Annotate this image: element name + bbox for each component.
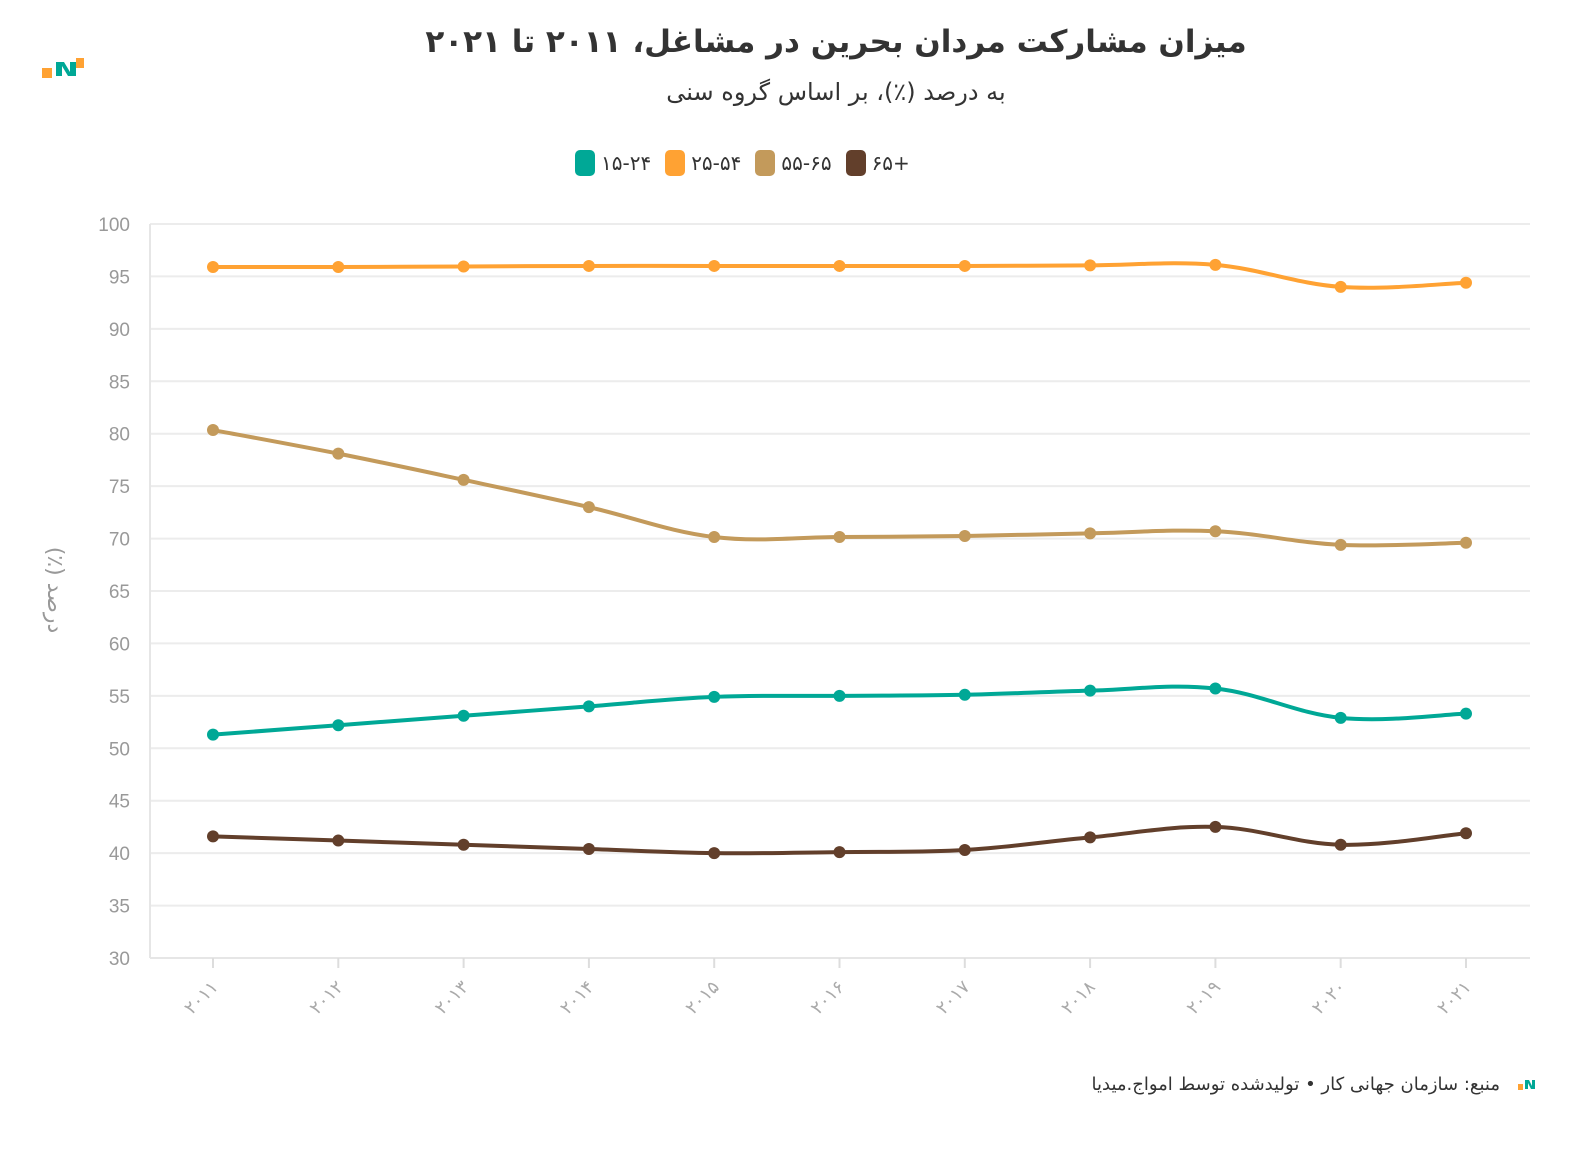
x-tick-label: ۲۰۱۷ bbox=[932, 976, 974, 1018]
data-point bbox=[332, 834, 345, 847]
data-point bbox=[457, 260, 470, 273]
data-point bbox=[708, 690, 721, 703]
data-point bbox=[582, 842, 595, 855]
data-point bbox=[1209, 820, 1222, 833]
y-tick-label: 100 bbox=[98, 215, 130, 236]
legend: ۱۵-۲۴ ۲۵-۵۴ ۵۵-۶۵ ۶۵+ bbox=[575, 150, 910, 176]
data-point bbox=[1209, 525, 1222, 538]
y-axis-label: درصد (٪) bbox=[42, 547, 67, 634]
data-point bbox=[833, 846, 846, 859]
data-point bbox=[1460, 707, 1472, 720]
data-point bbox=[207, 424, 219, 437]
y-tick-label: 80 bbox=[109, 425, 130, 446]
y-tick-label: 70 bbox=[109, 530, 130, 551]
data-point bbox=[582, 700, 595, 713]
y-tick-label: 50 bbox=[109, 739, 130, 760]
legend-swatch bbox=[755, 150, 776, 176]
x-tick-label: ۲۰۱۴ bbox=[556, 977, 598, 1019]
data-point bbox=[1084, 831, 1097, 844]
x-tick-label: ۲۰۲۱ bbox=[1433, 977, 1475, 1019]
y-tick-label: 40 bbox=[109, 844, 130, 865]
data-point bbox=[1334, 280, 1347, 293]
y-tick-label: 65 bbox=[109, 582, 130, 603]
data-point bbox=[833, 530, 846, 543]
data-point bbox=[1334, 838, 1347, 851]
data-point bbox=[207, 728, 219, 741]
data-point bbox=[332, 260, 345, 273]
y-tick-label: 35 bbox=[109, 897, 130, 918]
data-point bbox=[958, 259, 971, 272]
legend-swatch bbox=[665, 150, 686, 176]
x-tick-label: ۲۰۱۱ bbox=[180, 977, 222, 1019]
data-point bbox=[958, 843, 971, 856]
data-point bbox=[332, 447, 345, 460]
data-point bbox=[708, 259, 721, 272]
data-point bbox=[708, 847, 721, 860]
legend-label: ۱۵-۲۴ bbox=[601, 151, 652, 175]
x-tick-label: ۲۰۱۲ bbox=[306, 977, 348, 1019]
data-point bbox=[1209, 258, 1222, 271]
legend-label: ۶۵+ bbox=[871, 151, 910, 175]
y-tick-label: 90 bbox=[109, 320, 130, 341]
source-footer: منبع: سازمان جهانی کار • تولیدشده توسط ا… bbox=[1091, 1074, 1501, 1095]
data-point bbox=[582, 501, 595, 514]
data-point bbox=[1084, 684, 1097, 697]
data-point bbox=[1460, 276, 1472, 289]
legend-item-65-plus[interactable]: ۶۵+ bbox=[845, 150, 910, 176]
x-tick-label: ۲۰۱۶ bbox=[807, 977, 849, 1019]
data-point bbox=[582, 259, 595, 272]
legend-swatch bbox=[575, 150, 595, 176]
data-point bbox=[332, 719, 345, 732]
data-point bbox=[457, 838, 470, 851]
legend-item-15-24[interactable]: ۱۵-۲۴ bbox=[575, 150, 651, 176]
x-tick-label: ۲۰۱۹ bbox=[1183, 977, 1225, 1019]
series-line bbox=[212, 428, 1467, 548]
x-tick-label: ۲۰۱۳ bbox=[431, 976, 473, 1018]
data-point bbox=[1460, 536, 1472, 549]
brand-logo bbox=[42, 58, 84, 78]
y-tick-label: 45 bbox=[109, 792, 130, 813]
data-point bbox=[833, 689, 846, 702]
y-tick-label: 75 bbox=[109, 477, 130, 498]
data-point bbox=[457, 473, 470, 486]
y-tick-label: 30 bbox=[109, 949, 130, 970]
legend-swatch bbox=[845, 150, 866, 176]
data-point bbox=[207, 830, 219, 843]
legend-item-55-65[interactable]: ۵۵-۶۵ bbox=[755, 150, 832, 176]
legend-label: ۵۵-۶۵ bbox=[781, 151, 832, 175]
data-point bbox=[1460, 827, 1472, 840]
data-point bbox=[1334, 711, 1347, 724]
y-tick-label: 55 bbox=[109, 687, 130, 708]
chart-title: میزان مشارکت مردان بحرین در مشاغل، ۲۰۱۱ … bbox=[425, 24, 1247, 60]
x-tick-label: ۲۰۱۵ bbox=[682, 977, 724, 1019]
data-point bbox=[833, 259, 846, 272]
data-point bbox=[958, 688, 971, 701]
data-point bbox=[708, 530, 721, 543]
x-tick-label: ۲۰۱۸ bbox=[1057, 976, 1099, 1018]
legend-label: ۲۵-۵۴ bbox=[691, 151, 742, 175]
x-tick-label: ۲۰۲۰ bbox=[1308, 977, 1350, 1019]
y-tick-label: 60 bbox=[109, 634, 130, 655]
data-point bbox=[958, 529, 971, 542]
data-point bbox=[1084, 527, 1097, 540]
footer-logo bbox=[1518, 1080, 1535, 1090]
data-point bbox=[1209, 682, 1222, 695]
data-point bbox=[457, 709, 470, 722]
data-point bbox=[1084, 259, 1097, 272]
data-point bbox=[1334, 538, 1347, 551]
legend-item-25-54[interactable]: ۲۵-۵۴ bbox=[665, 150, 741, 176]
chart-subtitle: به درصد (٪)، بر اساس گروه سنی bbox=[666, 78, 1006, 106]
y-tick-label: 95 bbox=[109, 267, 130, 288]
y-tick-label: 85 bbox=[109, 372, 130, 393]
data-point bbox=[207, 260, 219, 273]
